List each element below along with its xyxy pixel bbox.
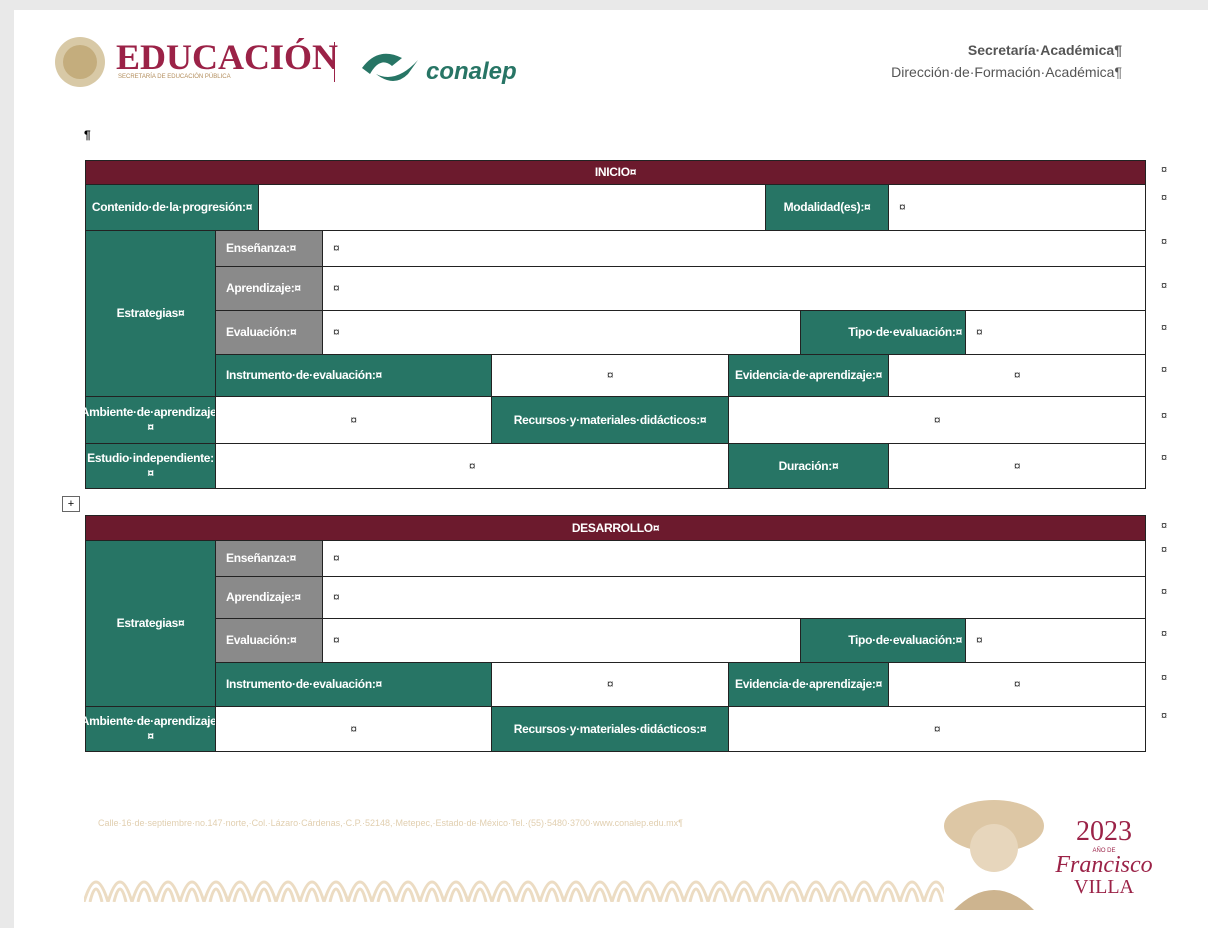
villa-portrait <box>944 800 1044 910</box>
conalep-text: conalep <box>426 58 517 85</box>
table-cell: ¤ <box>965 618 1146 663</box>
label-cell: Enseñanza:¤ <box>215 540 323 577</box>
label-cell: Evaluación:¤ <box>215 310 323 355</box>
conalep-icon <box>362 53 418 81</box>
table-cell: ¤ <box>322 266 1146 311</box>
label-cell: Modalidad(es):¤ <box>765 184 889 231</box>
label-cell: Instrumento·de·evaluación:¤ <box>215 354 492 397</box>
row-end-mark: ¤ <box>1161 192 1168 204</box>
label-cell: Evidencia·de·aprendizaje:¤ <box>728 354 889 397</box>
label-cell: Tipo·de·evaluación:¤ <box>800 310 966 355</box>
table-cell: ¤ <box>322 576 1146 619</box>
table-cell: ¤ <box>322 230 1146 267</box>
row-end-mark: ¤ <box>1161 410 1168 422</box>
table-cell: ¤ <box>728 706 1146 752</box>
label-cell: Recursos·y·materiales·didácticos:¤ <box>491 396 729 444</box>
year-sub: AÑO DE <box>1092 848 1116 854</box>
table-cell: ¤ <box>888 354 1146 397</box>
logo-text: EDUCACIÓN <box>116 37 339 77</box>
row-end-mark: ¤ <box>1161 544 1168 556</box>
table-cell: ¤ <box>888 662 1146 707</box>
table-cell <box>258 184 766 231</box>
label-cell: Ambiente·de·aprendizaje:¤ <box>81 396 221 444</box>
table-handle[interactable]: + <box>62 496 80 512</box>
table-cell: ¤ <box>965 310 1146 355</box>
row-end-mark: ¤ <box>1161 364 1168 376</box>
row-end-mark: ¤ <box>1161 280 1168 292</box>
row-end-mark: ¤ <box>1161 710 1168 722</box>
label-cell: Duración:¤ <box>728 443 889 489</box>
table-cell: ¤ <box>322 540 1146 577</box>
row-end-mark: ¤ <box>1161 586 1168 598</box>
logo-sub: SECRETARÍA DE EDUCACIÓN PÚBLICA <box>118 74 231 80</box>
divider <box>334 42 335 82</box>
table-cell: ¤ <box>215 706 492 752</box>
table-cell: ¤ <box>215 396 492 444</box>
row-end-mark: ¤ <box>1161 520 1168 532</box>
section-title: INICIO¤ <box>85 160 1146 185</box>
office: Secretaría·Académica¶ <box>967 42 1122 58</box>
table-cell: ¤ <box>322 310 801 355</box>
table-cell: ¤ <box>491 354 729 397</box>
table-cell: ¤ <box>491 662 729 707</box>
table-cell: ¤ <box>888 443 1146 489</box>
year: 2023 <box>1076 816 1132 847</box>
section-title: DESARROLLO¤ <box>85 515 1146 541</box>
row-end-mark: ¤ <box>1161 322 1168 334</box>
label-cell: Enseñanza:¤ <box>215 230 323 267</box>
footer-pattern <box>84 862 944 902</box>
page: EDUCACIÓN SECRETARÍA DE EDUCACIÓN PÚBLIC… <box>14 10 1208 928</box>
table-cell: ¤ <box>215 443 729 489</box>
villa-surname: VILLA <box>1074 876 1134 898</box>
row-end-mark: ¤ <box>1161 452 1168 464</box>
address: Calle·16·de·septiembre·no.147·norte,·Col… <box>98 818 683 828</box>
label-cell: Instrumento·de·evaluación:¤ <box>215 662 492 707</box>
row-end-mark: ¤ <box>1161 672 1168 684</box>
emblem <box>55 37 105 87</box>
row-end-mark: ¤ <box>1161 236 1168 248</box>
table-cell: ¤ <box>728 396 1146 444</box>
label-cell: Recursos·y·materiales·didácticos:¤ <box>491 706 729 752</box>
label-cell: Aprendizaje:¤ <box>215 576 323 619</box>
label-cell: Estrategias¤ <box>85 230 216 397</box>
label-cell: Evidencia·de·aprendizaje:¤ <box>728 662 889 707</box>
label-cell: Ambiente·de·aprendizaje:¤ <box>81 706 221 752</box>
row-end-mark: ¤ <box>1161 628 1168 640</box>
table-cell: ¤ <box>888 184 1146 231</box>
label-cell: Estrategias¤ <box>85 540 216 707</box>
label-cell: Aprendizaje:¤ <box>215 266 323 311</box>
label-cell: Estudio·independiente:¤ <box>85 443 216 489</box>
row-end-mark: ¤ <box>1161 164 1168 176</box>
label-cell: Tipo·de·evaluación:¤ <box>800 618 966 663</box>
table-cell: ¤ <box>322 618 801 663</box>
label-cell: Evaluación:¤ <box>215 618 323 663</box>
label-cell: Contenido·de·la·progresión:¤ <box>85 184 259 231</box>
pilcrow: ¶ <box>84 128 91 142</box>
villa-name: Francisco <box>1055 852 1153 878</box>
direction: Dirección·de·Formación·Académica¶ <box>891 64 1122 80</box>
